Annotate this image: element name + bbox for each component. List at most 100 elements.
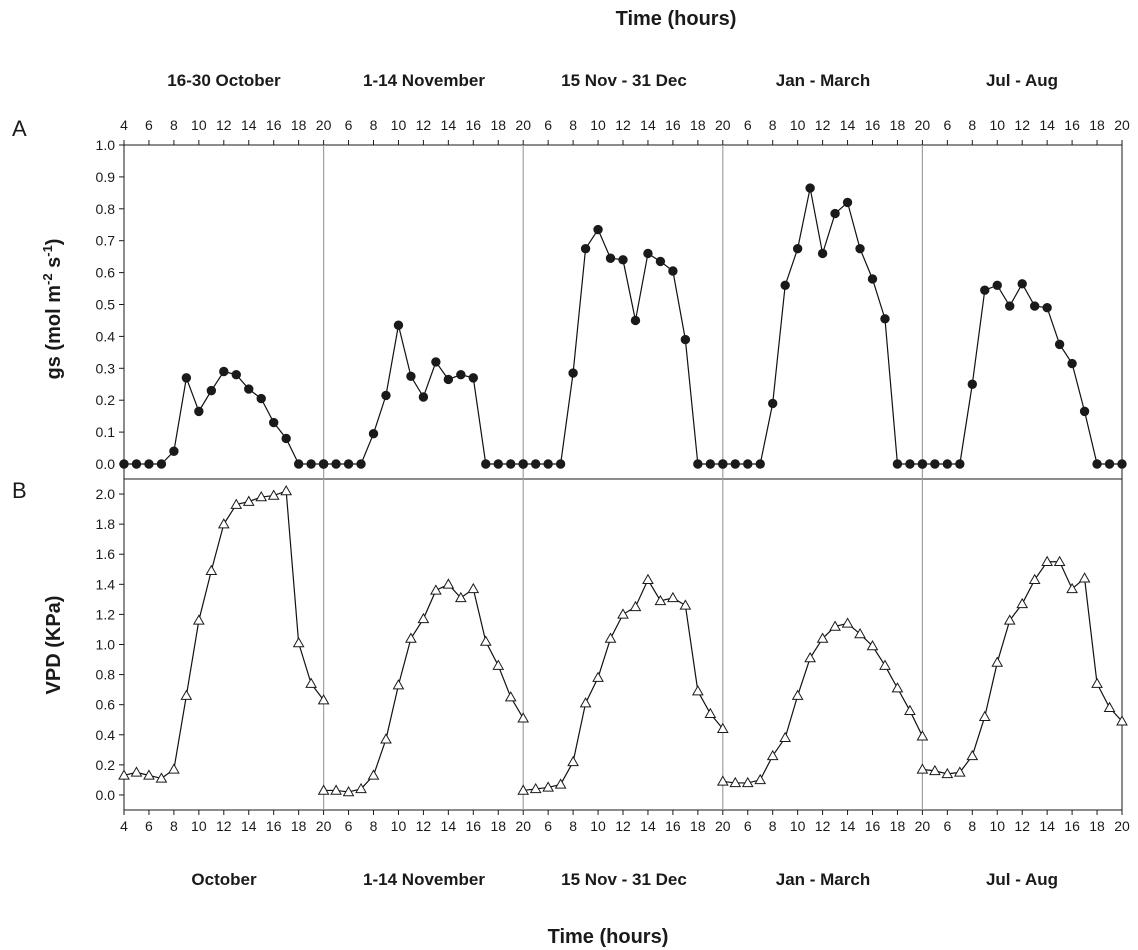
vpd-point [1103,701,1116,712]
top-hour-tick-label: 8 [569,117,577,133]
bottom-hour-tick-label: 8 [569,818,577,834]
vpd-point [317,784,330,795]
bottom-hour-tick-label: 20 [316,818,332,834]
top-hour-tick-label: 6 [345,117,353,133]
gs-point [219,366,229,377]
vpd-point [517,712,530,723]
vpd-point [916,730,929,741]
gs-point [680,334,691,345]
panel-a-y-tick-label: 0.3 [96,360,116,376]
vpd-point [629,600,642,612]
vpd-point [754,773,767,785]
vpd-point [367,769,380,780]
vpd-point [604,632,617,643]
gs-point [231,369,241,380]
vpd-point [1041,555,1054,566]
vpd-point [230,498,243,509]
vpd-point [592,671,604,682]
gs-point [443,374,454,385]
top-hour-tick-label: 12 [615,117,631,133]
gs-point [493,459,503,469]
bottom-hour-tick-label: 20 [1114,818,1130,834]
gs-point [381,390,391,401]
vpd-point [904,704,916,715]
bottom-hour-tick-label: 8 [968,818,976,834]
vpd-point [405,632,417,643]
gs-point [244,384,254,394]
vpd-point [691,685,704,696]
vpd-point [504,691,517,702]
vpd-point [741,776,754,788]
vpd-point [118,769,130,780]
gs-point [992,280,1002,291]
vpd-point [317,694,330,705]
gs-point [805,183,815,193]
gs-point [693,459,703,469]
gs-point [1005,301,1015,311]
gs-point [119,459,129,469]
vpd-point [392,679,405,690]
bottom-hour-tick-label: 10 [191,818,207,834]
bottom-hour-tick-label: 12 [216,818,232,834]
vpd-point [205,564,218,576]
bottom-hour-tick-label: 6 [145,818,153,834]
vpd-point [180,689,193,700]
vpd-point [1028,573,1041,585]
bottom-hour-tick-label: 12 [1014,818,1030,834]
vpd-point [642,573,654,585]
bottom-hour-tick-label: 10 [391,818,407,834]
bottom-hour-tick-label: 18 [890,818,906,834]
gs-point [792,243,803,254]
bottom-hour-tick-label: 14 [241,818,257,834]
panel-a-y-tick-label: 0.1 [96,424,116,440]
vpd-point [941,767,954,779]
top-hour-tick-label: 16 [665,117,681,133]
panel-b-y-tick-label: 1.8 [96,516,116,532]
top-hour-tick-label: 8 [968,117,976,133]
top-hour-tick-label: 18 [490,117,506,133]
gs-point [269,417,279,428]
vpd-point [716,722,729,734]
vpd-point [255,491,268,502]
vpd-point [467,582,480,594]
panel-b-y-tick-label: 0.8 [96,667,116,683]
gs-point [144,459,154,469]
bottom-hour-tick-label: 6 [345,818,353,834]
top-hour-tick-label: 20 [715,117,731,133]
vpd-point [554,778,567,789]
top-hour-tick-label: 10 [790,117,806,133]
gs-point [306,459,316,469]
bottom-period-labels: October 1-14 November 15 Nov - 31 Dec Ja… [191,870,1058,889]
bottom-period-label-5: Jul - Aug [986,870,1058,889]
gs-point [568,368,578,378]
vpd-point [667,591,679,603]
gs-point [618,255,628,265]
panel-a-y-tick-label: 0.0 [96,456,116,472]
top-hour-tick-label: 6 [744,117,752,133]
gs-point [593,224,603,235]
vpd-point [579,697,592,708]
bottom-hour-tick-label: 20 [515,818,531,834]
panel-b-frame [123,478,1123,811]
gs-point [842,197,853,208]
gs-point [318,459,329,469]
bottom-hour-tick-label: 18 [690,818,706,834]
bottom-hour-tick-label: 8 [370,818,378,834]
panel-a-letter: A [12,116,27,141]
vpd-point [242,495,255,506]
gs-point [481,459,491,469]
vpd-point [1066,582,1078,594]
bottom-hour-tick-label: 16 [266,818,282,834]
vpd-point [305,677,317,688]
panel-b-ylabel: VPD (KPa) [43,596,65,695]
gs-point [655,256,666,267]
gs-point [418,392,429,402]
vpd-point [430,584,442,595]
vpd-point [791,689,804,700]
gs-point [643,248,653,259]
gs-point [880,314,890,324]
gs-point [356,459,366,469]
vpd-point [155,772,168,783]
bottom-hour-tick-label: 18 [1089,818,1105,834]
gs-point [1104,459,1115,469]
